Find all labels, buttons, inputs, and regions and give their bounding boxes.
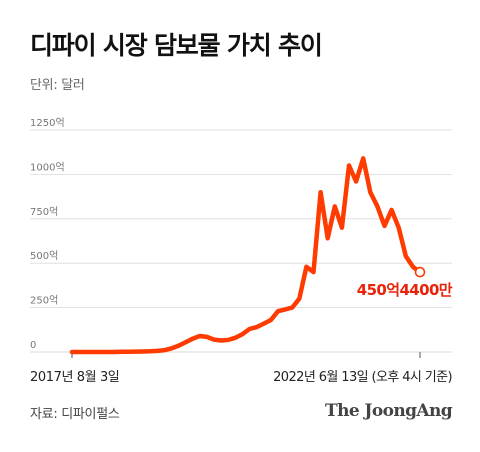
y-tick-label: 1000억	[30, 161, 65, 173]
y-tick-label: 750억	[30, 206, 58, 218]
chart-title: 디파이 시장 담보물 가치 추이	[30, 31, 323, 60]
source-label: 자료: 디파이펄스	[30, 407, 120, 422]
y-tick-label: 250억	[30, 295, 58, 307]
x-tick-label-end: 2022년 6월 13일 (오후 4시 기준)	[273, 370, 452, 385]
end-value-label: 450억4400만	[357, 281, 453, 299]
unit-label: 단위: 달러	[30, 78, 85, 93]
publisher-logo: The JoongAng	[325, 401, 453, 421]
y-tick-label: 0	[30, 340, 36, 351]
end-point	[414, 266, 426, 278]
y-tick-label: 1250억	[30, 117, 65, 129]
x-tick-label-start: 2017년 8월 3일	[30, 370, 119, 385]
series-line	[69, 156, 423, 355]
y-tick-label: 500억	[30, 250, 58, 262]
